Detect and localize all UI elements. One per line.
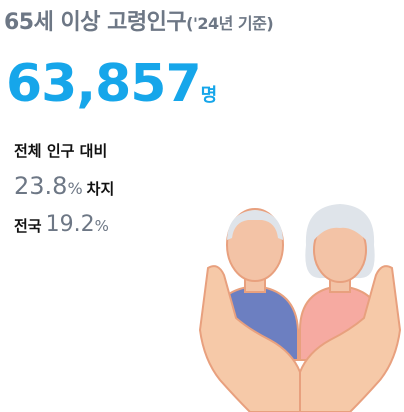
page: 65세 이상 고령인구('24년 기준) 63,857명 전체 인구 대비 23… bbox=[0, 0, 404, 412]
illustration bbox=[0, 0, 404, 412]
